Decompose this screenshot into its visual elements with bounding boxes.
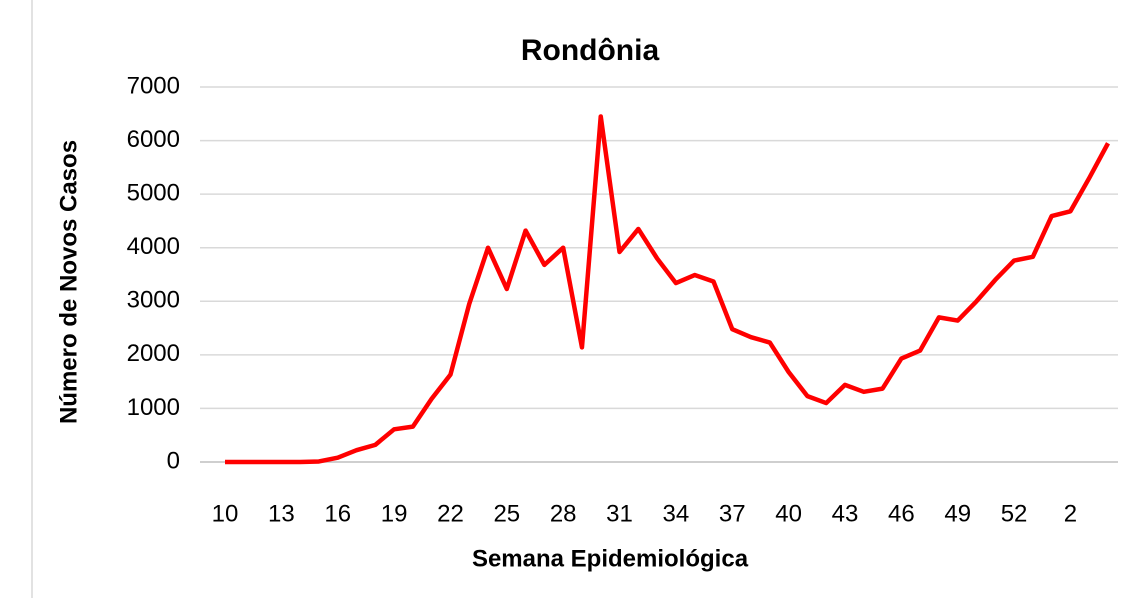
x-tick-label: 28 <box>550 500 577 527</box>
y-tick-label: 6000 <box>127 126 180 153</box>
y-tick-label: 4000 <box>127 233 180 260</box>
y-tick-label: 2000 <box>127 340 180 367</box>
x-tick-label: 34 <box>663 500 690 527</box>
x-tick-label: 43 <box>832 500 859 527</box>
y-tick-label: 1000 <box>127 394 180 421</box>
y-tick-label: 0 <box>167 447 180 474</box>
chart-title: Rondônia <box>521 34 660 67</box>
y-tick-label: 7000 <box>127 72 180 99</box>
x-tick-label: 2 <box>1064 500 1077 527</box>
x-tick-label: 37 <box>719 500 746 527</box>
x-tick-label: 31 <box>606 500 633 527</box>
x-tick-label: 10 <box>212 500 239 527</box>
x-tick-label: 22 <box>437 500 464 527</box>
x-tick-label: 52 <box>1001 500 1028 527</box>
x-axis-title: Semana Epidemiológica <box>472 545 749 572</box>
x-tick-label: 46 <box>888 500 915 527</box>
x-tick-label: 19 <box>381 500 408 527</box>
x-tick-label: 16 <box>324 500 351 527</box>
data-line <box>225 114 1110 465</box>
y-axis-title: Número de Novos Casos <box>55 140 82 424</box>
y-tick-label: 5000 <box>127 179 180 206</box>
x-tick-label: 13 <box>268 500 295 527</box>
x-tick-label: 49 <box>944 500 971 527</box>
y-tick-label: 3000 <box>127 287 180 314</box>
x-tick-label: 25 <box>493 500 520 527</box>
x-tick-label: 40 <box>775 500 802 527</box>
